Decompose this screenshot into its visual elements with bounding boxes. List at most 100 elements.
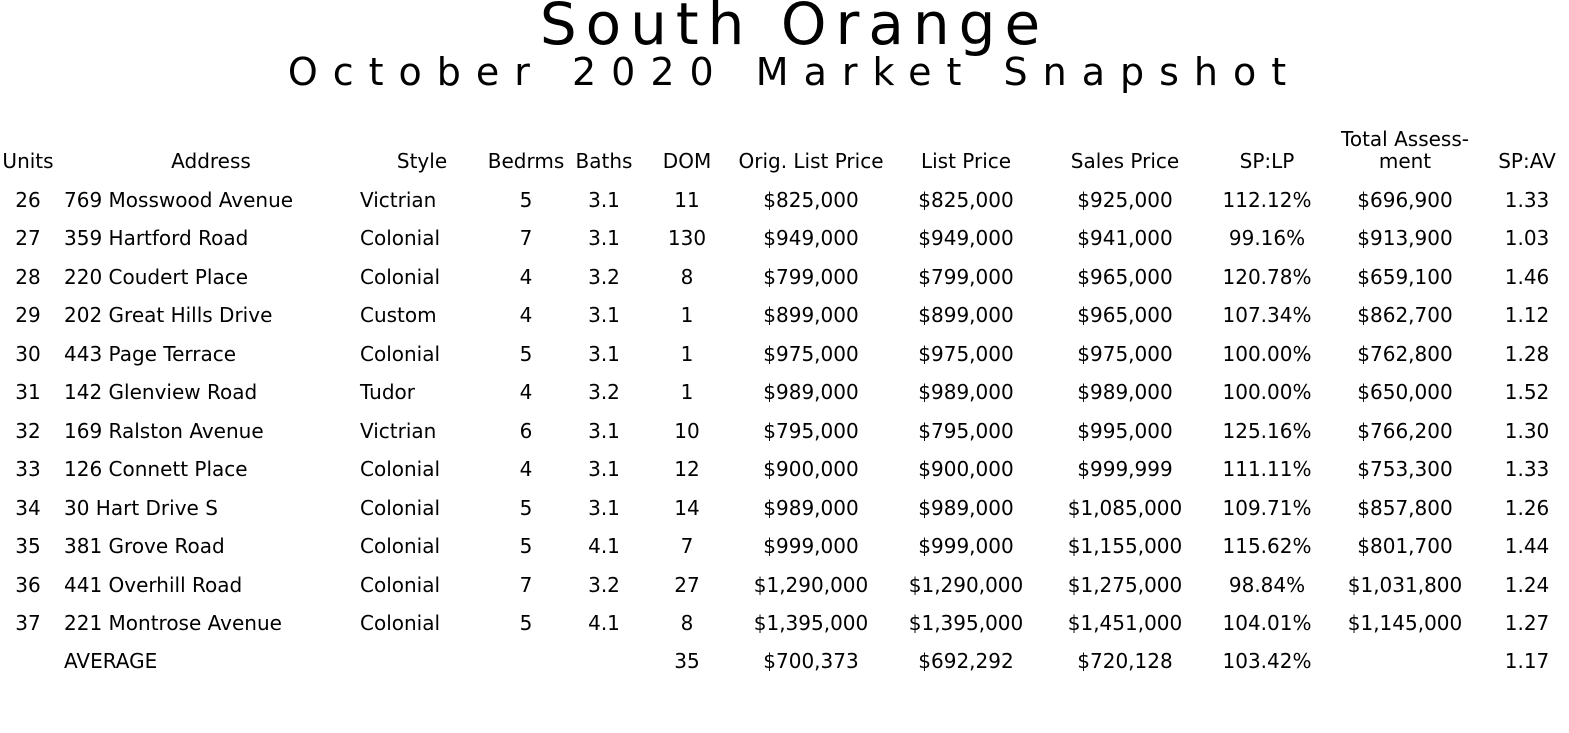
table-cell-dom: 11 bbox=[674, 188, 700, 212]
table-cell-sales: $941,000 bbox=[1077, 226, 1173, 250]
table-cell-dom: 1 bbox=[680, 303, 694, 327]
table-cell-bedrms: 5 bbox=[519, 611, 533, 635]
table-cell-address: 441 Overhill Road bbox=[64, 573, 243, 597]
table-cell-dom: 1 bbox=[680, 342, 694, 366]
header-dom: DOM bbox=[662, 149, 712, 173]
table-cell-baths: 3.1 bbox=[588, 303, 620, 327]
table-cell-list: $949,000 bbox=[918, 226, 1014, 250]
table-cell-sales: $989,000 bbox=[1077, 380, 1173, 404]
header-total-assessment-line2: ment bbox=[1378, 149, 1432, 173]
table-cell-address: 221 Montrose Avenue bbox=[64, 611, 282, 635]
table-cell-baths: 3.2 bbox=[588, 380, 620, 404]
header-orig-list-price: Orig. List Price bbox=[738, 149, 884, 173]
table-cell-spav: 1.46 bbox=[1504, 265, 1550, 289]
table-cell-splp: 115.62% bbox=[1222, 534, 1312, 558]
table-cell-list: $900,000 bbox=[918, 457, 1014, 481]
average-sp-av: 1.17 bbox=[1504, 649, 1550, 673]
table-cell-list: $989,000 bbox=[918, 496, 1014, 520]
table-cell-orig: $1,290,000 bbox=[753, 573, 869, 597]
table-cell-units: 37 bbox=[15, 611, 41, 635]
table-cell-sales: $995,000 bbox=[1077, 419, 1173, 443]
header-style: Style bbox=[396, 149, 448, 173]
table-cell-splp: 100.00% bbox=[1222, 380, 1312, 404]
table-cell-bedrms: 5 bbox=[519, 342, 533, 366]
table-cell-dom: 8 bbox=[680, 611, 694, 635]
table-cell-bedrms: 7 bbox=[519, 573, 533, 597]
table-cell-list: $825,000 bbox=[918, 188, 1014, 212]
table-cell-bedrms: 6 bbox=[519, 419, 533, 443]
table-cell-assess: $753,300 bbox=[1357, 457, 1453, 481]
table-cell-spav: 1.03 bbox=[1504, 226, 1550, 250]
table-cell-baths: 3.1 bbox=[588, 226, 620, 250]
table-cell-style: Colonial bbox=[360, 496, 441, 520]
table-cell-dom: 12 bbox=[674, 457, 700, 481]
table-cell-sales: $1,155,000 bbox=[1067, 534, 1183, 558]
table-cell-list: $799,000 bbox=[918, 265, 1014, 289]
table-cell-splp: 111.11% bbox=[1222, 457, 1312, 481]
table-cell-assess: $650,000 bbox=[1357, 380, 1453, 404]
table-cell-splp: 99.16% bbox=[1228, 226, 1306, 250]
table-cell-style: Colonial bbox=[360, 611, 441, 635]
table-cell-bedrms: 4 bbox=[519, 265, 533, 289]
table-cell-dom: 8 bbox=[680, 265, 694, 289]
table-cell-bedrms: 4 bbox=[519, 303, 533, 327]
table-cell-units: 32 bbox=[15, 419, 41, 443]
table-cell-sales: $975,000 bbox=[1077, 342, 1173, 366]
table-cell-dom: 1 bbox=[680, 380, 694, 404]
table-cell-baths: 4.1 bbox=[588, 534, 620, 558]
table-cell-dom: 27 bbox=[674, 573, 700, 597]
table-cell-spav: 1.33 bbox=[1504, 457, 1550, 481]
table-cell-baths: 3.2 bbox=[588, 265, 620, 289]
average-list-price: $692,292 bbox=[918, 649, 1014, 673]
table-cell-splp: 120.78% bbox=[1222, 265, 1312, 289]
table-cell-style: Colonial bbox=[360, 342, 441, 366]
table-cell-splp: 125.16% bbox=[1222, 419, 1312, 443]
table-cell-spav: 1.27 bbox=[1504, 611, 1550, 635]
table-cell-address: 443 Page Terrace bbox=[64, 342, 237, 366]
header-sales-price: Sales Price bbox=[1070, 149, 1180, 173]
table-cell-sales: $1,275,000 bbox=[1067, 573, 1183, 597]
table-cell-units: 35 bbox=[15, 534, 41, 558]
average-label: AVERAGE bbox=[64, 649, 158, 673]
table-cell-orig: $989,000 bbox=[763, 496, 859, 520]
table-cell-assess: $801,700 bbox=[1357, 534, 1453, 558]
table-cell-units: 29 bbox=[15, 303, 41, 327]
table-cell-style: Colonial bbox=[360, 534, 441, 558]
table-cell-splp: 109.71% bbox=[1222, 496, 1312, 520]
table-cell-assess: $1,031,800 bbox=[1347, 573, 1463, 597]
table-cell-address: 142 Glenview Road bbox=[64, 380, 258, 404]
header-bedrms: Bedrms bbox=[487, 149, 565, 173]
table-cell-style: Colonial bbox=[360, 265, 441, 289]
table-cell-baths: 3.1 bbox=[588, 342, 620, 366]
table-cell-spav: 1.30 bbox=[1504, 419, 1550, 443]
page-subtitle: October 2020 Market Snapshot bbox=[287, 50, 1302, 94]
table-cell-baths: 3.1 bbox=[588, 457, 620, 481]
table-cell-bedrms: 4 bbox=[519, 457, 533, 481]
table-cell-sales: $965,000 bbox=[1077, 265, 1173, 289]
table-cell-units: 26 bbox=[15, 188, 41, 212]
table-cell-spav: 1.24 bbox=[1504, 573, 1550, 597]
table-cell-address: 30 Hart Drive S bbox=[64, 496, 218, 520]
table-cell-list: $999,000 bbox=[918, 534, 1014, 558]
table-cell-spav: 1.44 bbox=[1504, 534, 1550, 558]
table-cell-address: 769 Mosswood Avenue bbox=[64, 188, 294, 212]
table-cell-bedrms: 5 bbox=[519, 188, 533, 212]
table-cell-units: 30 bbox=[15, 342, 41, 366]
table-cell-style: Custom bbox=[360, 303, 437, 327]
average-orig-list-price: $700,373 bbox=[763, 649, 859, 673]
average-sales-price: $720,128 bbox=[1077, 649, 1173, 673]
table-cell-bedrms: 5 bbox=[519, 534, 533, 558]
table-cell-dom: 7 bbox=[680, 534, 694, 558]
table-cell-address: 220 Coudert Place bbox=[64, 265, 249, 289]
table-cell-spav: 1.52 bbox=[1504, 380, 1550, 404]
header-units: Units bbox=[2, 149, 54, 173]
table-cell-dom: 130 bbox=[667, 226, 707, 250]
table-cell-orig: $900,000 bbox=[763, 457, 859, 481]
table-cell-splp: 112.12% bbox=[1222, 188, 1312, 212]
average-dom: 35 bbox=[674, 649, 700, 673]
table-cell-style: Colonial bbox=[360, 226, 441, 250]
table-cell-spav: 1.28 bbox=[1504, 342, 1550, 366]
table-cell-splp: 107.34% bbox=[1222, 303, 1312, 327]
table-cell-assess: $762,800 bbox=[1357, 342, 1453, 366]
header-address: Address bbox=[171, 149, 251, 173]
